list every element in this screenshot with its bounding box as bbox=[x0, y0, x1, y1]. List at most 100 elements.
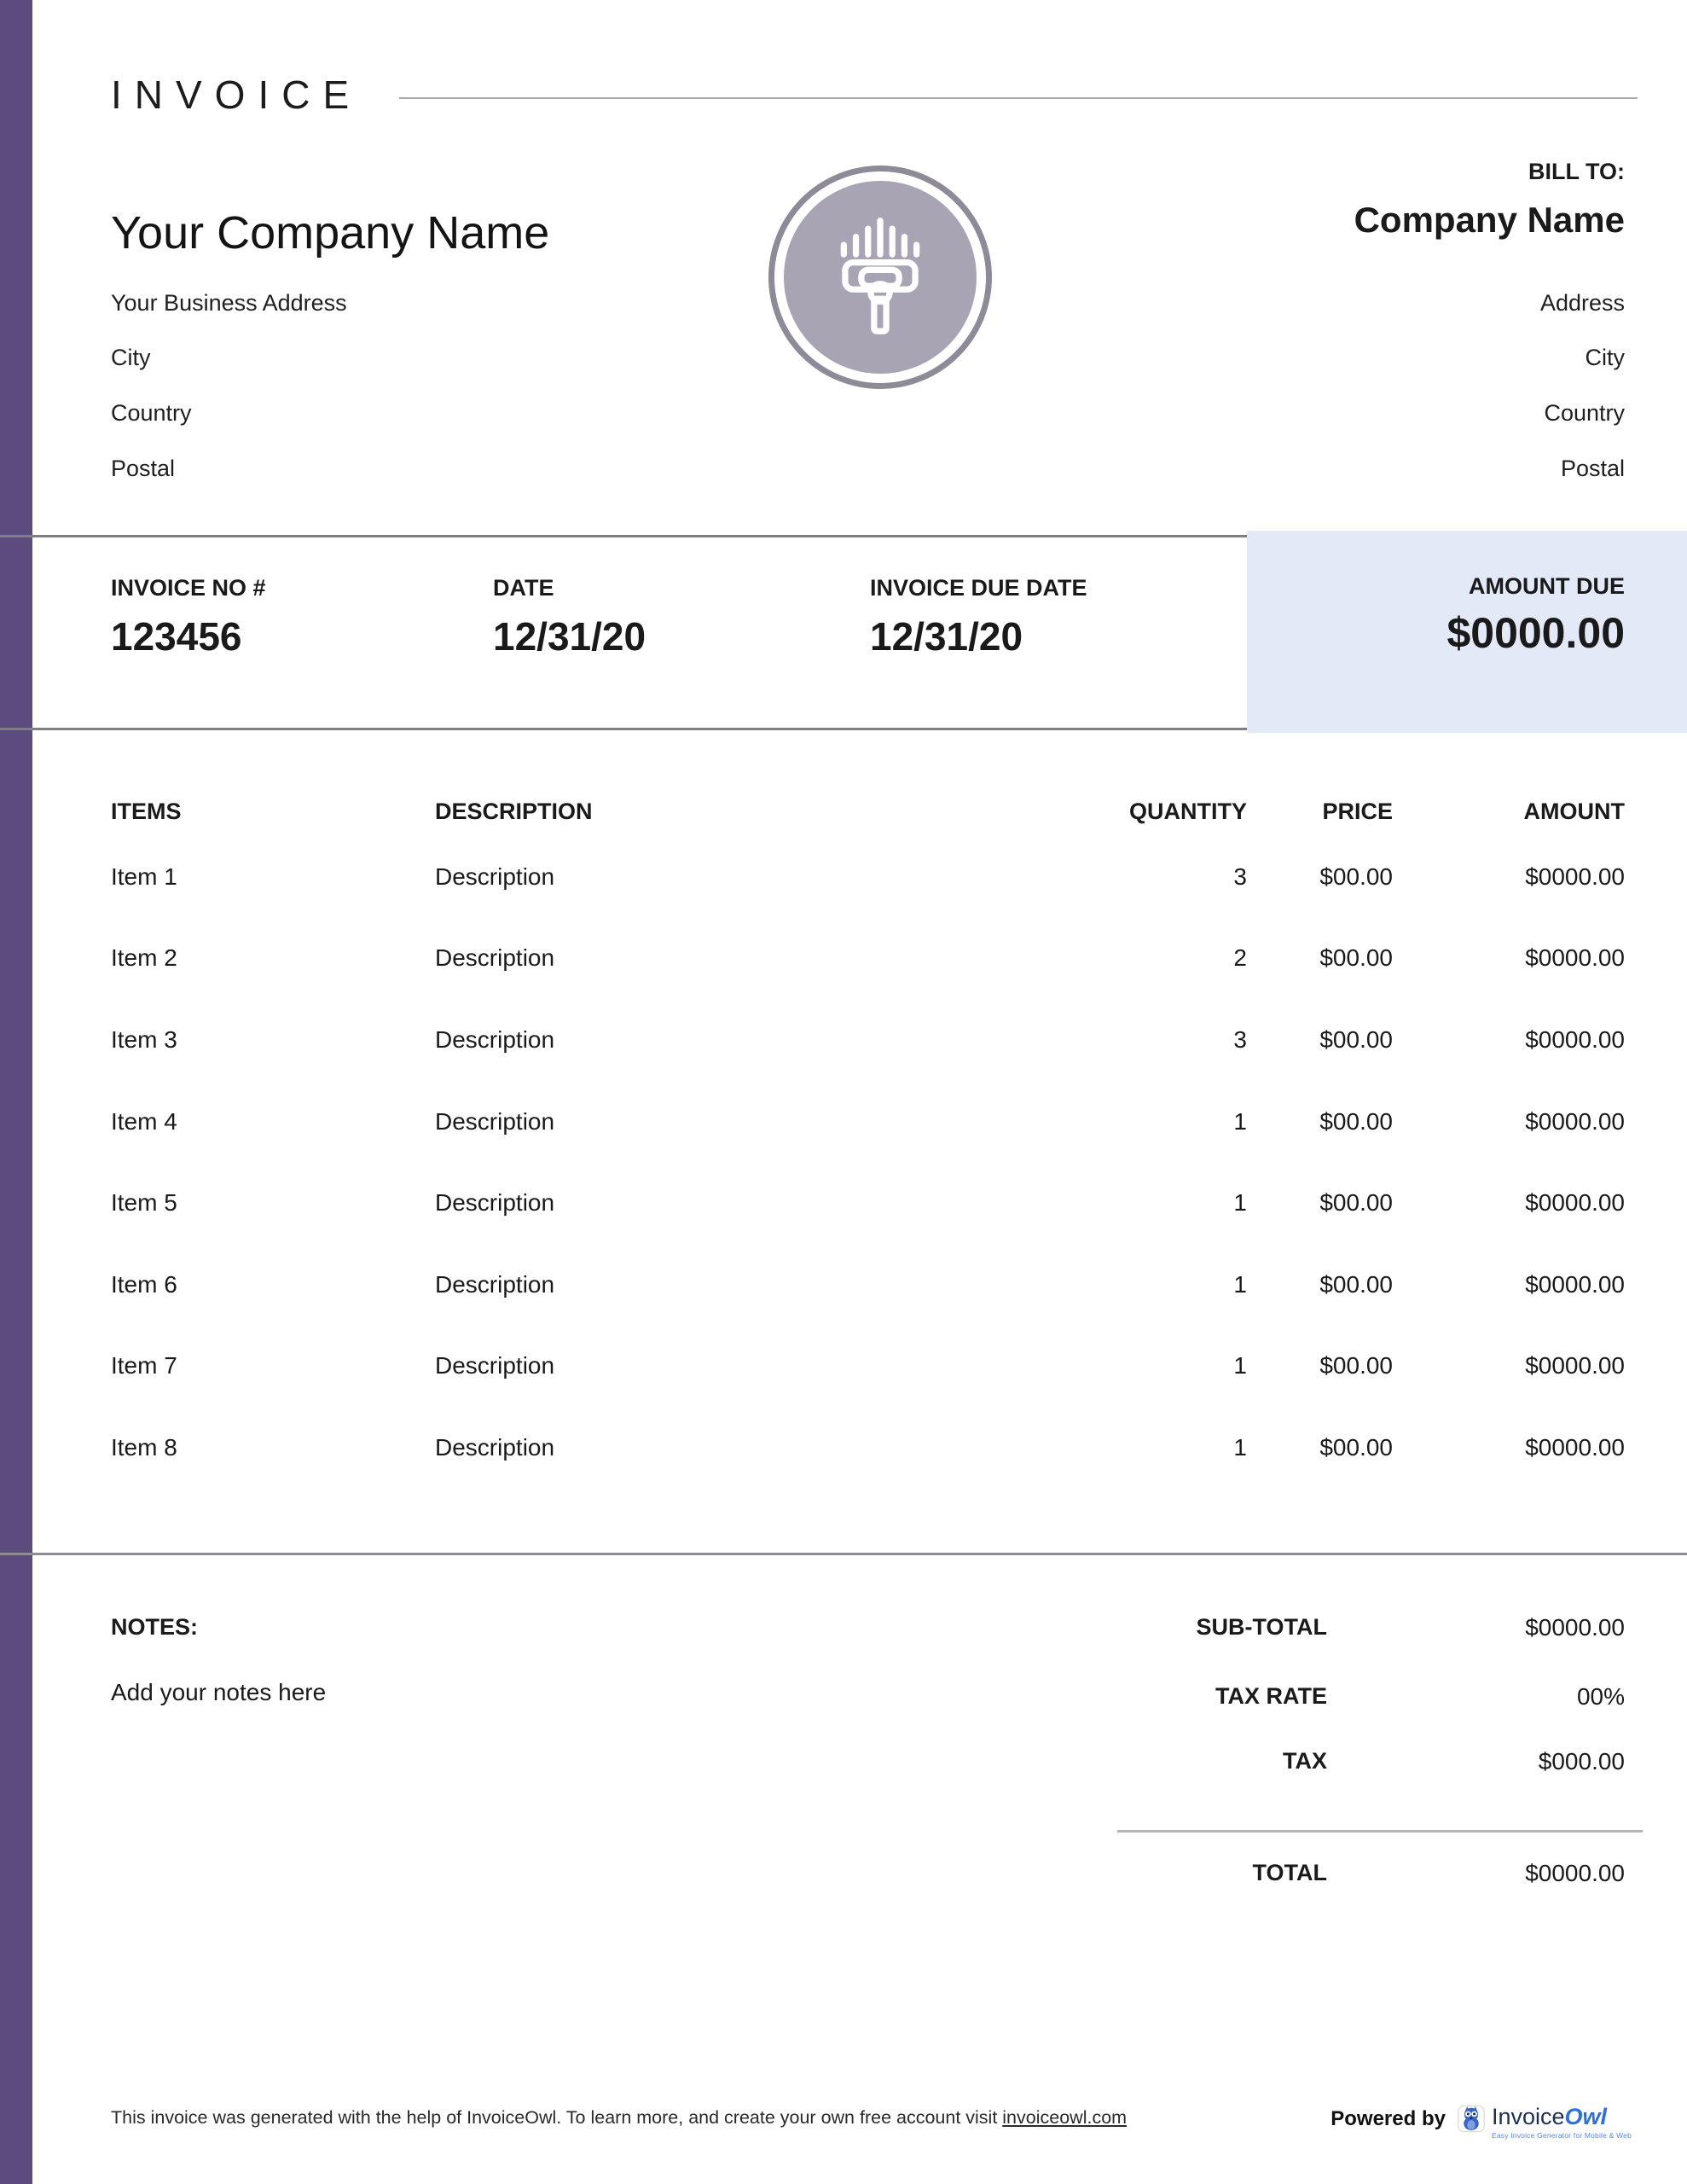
table-row: Item 3 Description 3 $00.00 $0000.00 bbox=[111, 999, 1625, 1081]
seller-address-city: City bbox=[111, 345, 151, 370]
invoice-number-field: INVOICE NO # 123456 bbox=[111, 536, 266, 659]
tax-value: $000.00 bbox=[1538, 1748, 1625, 1774]
amount-due-panel: AMOUNT DUE $0000.00 bbox=[1247, 531, 1687, 733]
header-description: DESCRIPTION bbox=[435, 798, 593, 824]
row-description: Description bbox=[435, 1270, 555, 1298]
seller-address-line: Your Business Address bbox=[111, 290, 347, 316]
row-item: Item 1 bbox=[111, 863, 177, 890]
row-quantity: 2 bbox=[1233, 944, 1247, 972]
row-amount: $0000.00 bbox=[1525, 1352, 1625, 1380]
tax-rate-label: TAX RATE bbox=[1215, 1683, 1327, 1709]
row-item: Item 5 bbox=[111, 1189, 177, 1217]
total-label: TOTAL bbox=[1252, 1860, 1328, 1885]
meta-band-top-rule bbox=[0, 535, 1247, 537]
total-row: TOTAL $0000.00 bbox=[1028, 1860, 1626, 1891]
row-item: Item 4 bbox=[111, 1107, 177, 1135]
row-description: Description bbox=[435, 1352, 555, 1380]
row-item: Item 8 bbox=[111, 1433, 177, 1461]
row-price: $00.00 bbox=[1319, 1107, 1393, 1135]
row-amount: $0000.00 bbox=[1525, 1433, 1625, 1461]
row-amount: $0000.00 bbox=[1525, 944, 1625, 972]
row-price: $00.00 bbox=[1319, 1270, 1393, 1298]
row-description: Description bbox=[435, 944, 555, 972]
meta-band-bottom-rule bbox=[0, 728, 1247, 730]
items-table-header: ITEMS DESCRIPTION QUANTITY PRICE AMOUNT bbox=[111, 787, 1625, 836]
invoice-due-date-value: 12/31/20 bbox=[870, 614, 1023, 659]
row-description: Description bbox=[435, 1189, 555, 1217]
row-price: $00.00 bbox=[1319, 1433, 1393, 1461]
header-price: PRICE bbox=[1322, 798, 1393, 824]
invoice-due-date-field: INVOICE DUE DATE 12/31/20 bbox=[870, 536, 1087, 659]
items-table: ITEMS DESCRIPTION QUANTITY PRICE AMOUNT … bbox=[111, 787, 1625, 1489]
row-description: Description bbox=[435, 1107, 555, 1135]
subtotal-row: SUB-TOTAL $0000.00 bbox=[1028, 1614, 1625, 1645]
table-row: Item 4 Description 1 $00.00 $0000.00 bbox=[111, 1081, 1625, 1163]
page-title: INVOICE bbox=[111, 73, 362, 117]
tax-rate-value: 00% bbox=[1576, 1683, 1625, 1710]
notes-label: NOTES: bbox=[111, 1614, 199, 1640]
header-amount: AMOUNT bbox=[1523, 798, 1625, 824]
row-quantity: 1 bbox=[1233, 1352, 1247, 1380]
invoiceowl-logo[interactable]: InvoiceOwl Easy Invoice Generator for Mo… bbox=[1492, 2104, 1632, 2140]
total-value: $0000.00 bbox=[1525, 1860, 1625, 1886]
row-quantity: 1 bbox=[1233, 1270, 1247, 1298]
header-items: ITEMS bbox=[111, 798, 182, 824]
table-row: Item 7 Description 1 $00.00 $0000.00 bbox=[111, 1326, 1625, 1408]
subtotal-label: SUB-TOTAL bbox=[1196, 1614, 1327, 1640]
row-item: Item 3 bbox=[111, 1025, 177, 1053]
amount-due-label: AMOUNT DUE bbox=[1469, 573, 1625, 599]
accent-sidebar bbox=[0, 0, 32, 2184]
row-item: Item 2 bbox=[111, 944, 177, 972]
section-divider bbox=[0, 1553, 1687, 1555]
row-amount: $0000.00 bbox=[1525, 1189, 1625, 1217]
subtotal-value: $0000.00 bbox=[1525, 1614, 1625, 1641]
row-quantity: 1 bbox=[1233, 1189, 1247, 1217]
amount-due-value: $0000.00 bbox=[1446, 609, 1625, 657]
row-amount: $0000.00 bbox=[1525, 1025, 1625, 1053]
seller-address-country: Country bbox=[111, 400, 192, 426]
bill-to-postal: Postal bbox=[1560, 456, 1625, 481]
row-amount: $0000.00 bbox=[1525, 863, 1625, 890]
footer-note: This invoice was generated with the help… bbox=[111, 2107, 1127, 2129]
row-price: $00.00 bbox=[1319, 1352, 1393, 1380]
row-description: Description bbox=[435, 1025, 555, 1053]
notes-text: Add your notes here bbox=[111, 1679, 327, 1705]
table-row: Item 8 Description 1 $00.00 $0000.00 bbox=[111, 1407, 1625, 1489]
bill-to-label: BILL TO: bbox=[1528, 159, 1625, 184]
bill-to-company: Company Name bbox=[1354, 200, 1625, 240]
row-amount: $0000.00 bbox=[1525, 1107, 1625, 1135]
powered-by-label: Powered by bbox=[1330, 2107, 1446, 2130]
row-quantity: 1 bbox=[1233, 1107, 1247, 1135]
row-quantity: 3 bbox=[1233, 863, 1247, 890]
row-description: Description bbox=[435, 863, 555, 890]
bill-to-address: Address bbox=[1539, 290, 1625, 316]
bill-to-country: Country bbox=[1544, 400, 1625, 426]
table-row: Item 1 Description 3 $00.00 $0000.00 bbox=[111, 836, 1625, 918]
tax-label: TAX bbox=[1283, 1748, 1327, 1774]
bill-to-city: City bbox=[1585, 345, 1626, 370]
items-table-body: Item 1 Description 3 $00.00 $0000.00 Ite… bbox=[111, 836, 1625, 1489]
footer-link[interactable]: invoiceowl.com bbox=[1002, 2107, 1128, 2128]
invoice-due-date-label: INVOICE DUE DATE bbox=[870, 575, 1087, 601]
invoice-date-field: DATE 12/31/20 bbox=[493, 536, 646, 659]
row-price: $00.00 bbox=[1319, 944, 1393, 972]
row-price: $00.00 bbox=[1319, 1189, 1393, 1217]
owl-icon bbox=[1458, 2104, 1485, 2138]
row-amount: $0000.00 bbox=[1525, 1270, 1625, 1298]
header-divider bbox=[399, 97, 1638, 99]
invoice-number-value: 123456 bbox=[111, 614, 242, 659]
header-quantity: QUANTITY bbox=[1129, 798, 1247, 824]
vacuum-cleaner-icon bbox=[784, 181, 977, 374]
footer-note-text: This invoice was generated with the help… bbox=[111, 2107, 1003, 2128]
table-row: Item 6 Description 1 $00.00 $0000.00 bbox=[111, 1244, 1625, 1326]
row-price: $00.00 bbox=[1319, 1025, 1393, 1053]
row-item: Item 6 bbox=[111, 1270, 177, 1298]
brand-tagline: Easy Invoice Generator for Mobile & Web bbox=[1491, 2131, 1632, 2140]
row-item: Item 7 bbox=[111, 1352, 177, 1380]
table-row: Item 2 Description 2 $00.00 $0000.00 bbox=[111, 918, 1625, 1000]
table-row: Item 5 Description 1 $00.00 $0000.00 bbox=[111, 1162, 1625, 1244]
invoice-number-label: INVOICE NO # bbox=[111, 575, 266, 601]
total-divider bbox=[1117, 1830, 1643, 1833]
company-logo-badge bbox=[768, 166, 992, 389]
